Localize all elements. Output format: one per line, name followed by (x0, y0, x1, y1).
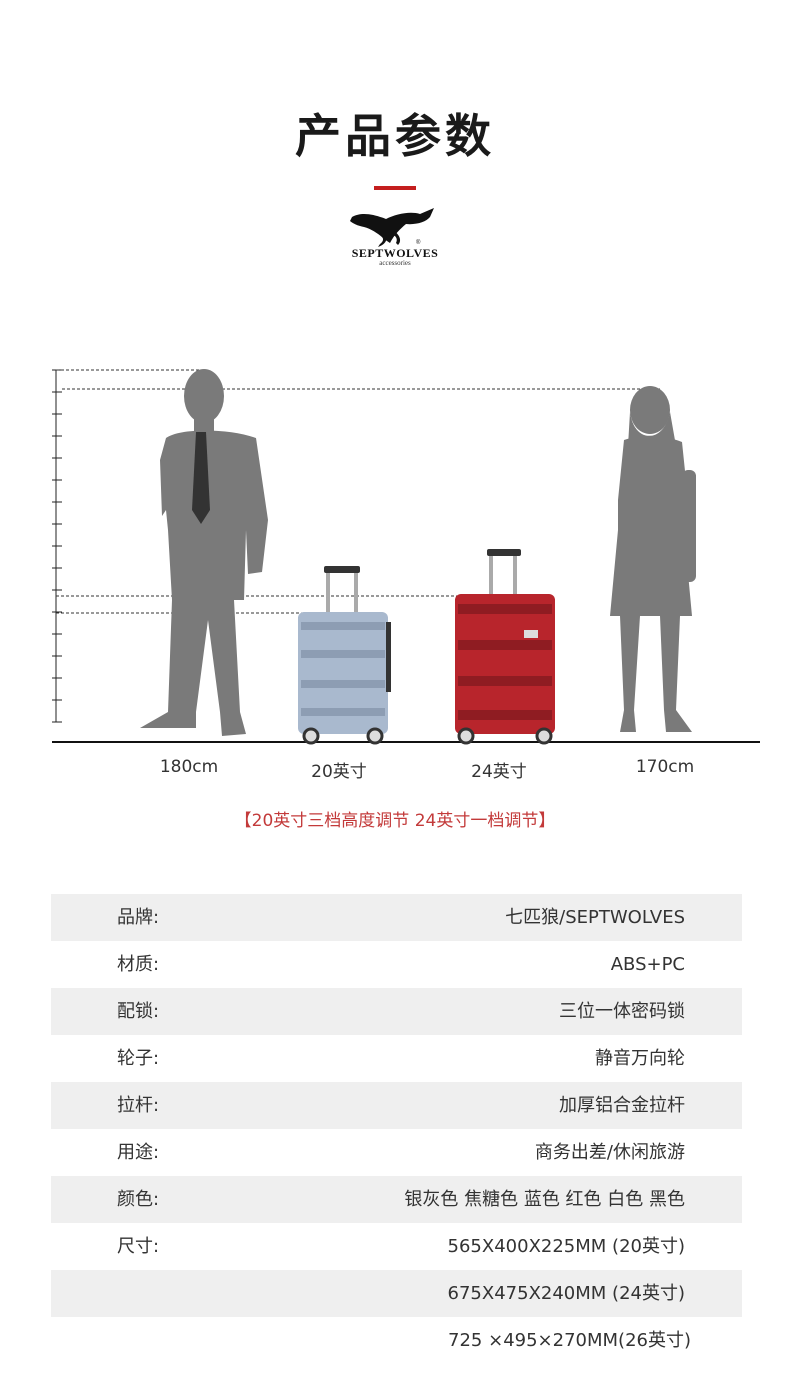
spec-row-colors: 颜色: 银灰色 焦糖色 蓝色 红色 白色 黑色 (51, 1176, 742, 1223)
brand-name: SEPTWOLVES (351, 246, 439, 260)
spec-value: 银灰色 焦糖色 蓝色 红色 白色 黑色 (404, 1189, 685, 1210)
caption-female-height: 170cm (635, 757, 695, 777)
spec-value: ABS+PC (610, 954, 685, 975)
spec-label: 配锁: (117, 1001, 160, 1022)
spec-row-lock: 配锁: 三位一体密码锁 (51, 988, 742, 1035)
size-comparison-scene (52, 369, 760, 745)
spec-row-usage: 用途: 商务出差/休闲旅游 (51, 1129, 742, 1176)
spec-row-material: 材质: ABS+PC (51, 941, 742, 988)
suitcase-20-inch-icon (298, 566, 391, 745)
spec-row-size-24: 675X475X240MM (24英寸) (51, 1270, 742, 1317)
spec-value: 三位一体密码锁 (559, 1001, 685, 1022)
female-silhouette (610, 386, 696, 732)
spec-label: 拉杆: (117, 1095, 160, 1116)
registered-mark: ® (416, 239, 421, 246)
spec-row-brand: 品牌: 七匹狼/SEPTWOLVES (51, 894, 742, 941)
male-silhouette (140, 369, 268, 736)
spec-value: 725 ×495×270MM(26英寸) (448, 1330, 691, 1351)
spec-label: 尺寸: (117, 1236, 160, 1257)
spec-value: 商务出差/休闲旅游 (534, 1142, 685, 1163)
wolf-logo-icon: ® (350, 208, 434, 247)
caption-male-height: 180cm (159, 757, 219, 777)
spec-label: 品牌: (117, 907, 160, 928)
brand-sub: accessories (379, 259, 411, 267)
spec-row-wheels: 轮子: 静音万向轮 (51, 1035, 742, 1082)
spec-row-handle: 拉杆: 加厚铝合金拉杆 (51, 1082, 742, 1129)
spec-row-size-26: 725 ×495×270MM(26英寸) (51, 1317, 742, 1364)
spec-value: 675X475X240MM (24英寸) (447, 1283, 685, 1304)
spec-value: 七匹狼/SEPTWOLVES (505, 907, 685, 928)
spec-value: 565X400X225MM (20英寸) (447, 1236, 685, 1257)
spec-label: 颜色: (117, 1189, 160, 1210)
caption-suitcase-24: 24英寸 (471, 762, 527, 782)
suitcase-24-inch-icon (455, 549, 555, 745)
spec-label: 用途: (117, 1142, 160, 1163)
spec-value: 加厚铝合金拉杆 (559, 1095, 685, 1116)
page-title: 产品参数 (295, 109, 495, 163)
spec-label: 轮子: (117, 1048, 160, 1069)
male-tie-icon (192, 432, 210, 524)
spec-value: 静音万向轮 (595, 1048, 685, 1069)
title-underline (374, 186, 416, 190)
adjustment-note: 【20英寸三档高度调节 24英寸一档调节】 (234, 811, 556, 831)
height-ruler (52, 369, 62, 723)
spec-row-size: 尺寸: 565X400X225MM (20英寸) (51, 1223, 742, 1270)
spec-label: 材质: (117, 954, 160, 975)
caption-suitcase-20: 20英寸 (311, 762, 367, 782)
